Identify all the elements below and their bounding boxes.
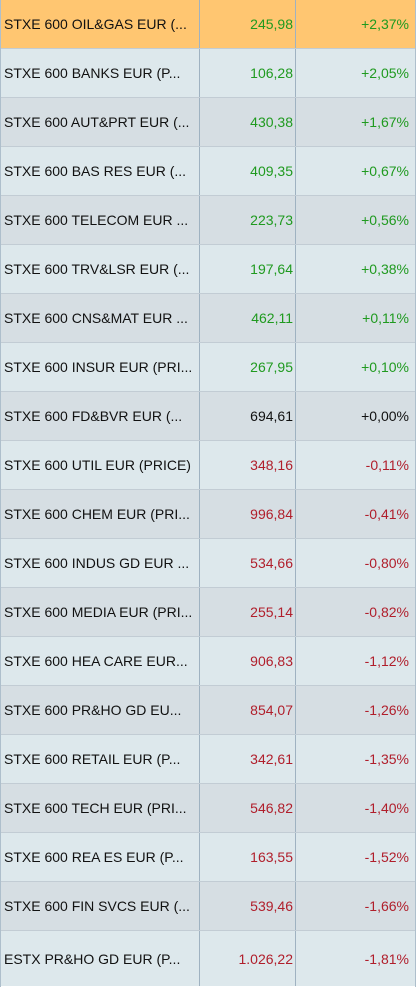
table-row[interactable]: STXE 600 CNS&MAT EUR ... 462,11 +0,11% xyxy=(1,294,415,343)
table-row[interactable]: STXE 600 AUT&PRT EUR (... 430,38 +1,67% xyxy=(1,98,415,147)
change-percent-cell: +0,10% xyxy=(361,359,409,375)
price-cell: 694,61 xyxy=(200,392,296,440)
index-name-cell: STXE 600 HEA CARE EUR... xyxy=(1,637,200,685)
table-row[interactable]: STXE 600 FIN SVCS EUR (... 539,46 -1,66% xyxy=(1,882,415,931)
price-cell: 348,16 xyxy=(200,441,296,489)
change-percent-cell: +2,05% xyxy=(361,65,409,81)
change-percent-cell: -1,66% xyxy=(364,898,409,914)
index-name-cell: STXE 600 BANKS EUR (P... xyxy=(1,49,200,97)
change-percent-cell: +0,11% xyxy=(362,310,409,326)
change-percent-cell: -1,40% xyxy=(364,800,409,816)
index-name-cell: STXE 600 RETAIL EUR (P... xyxy=(1,735,200,783)
price-cell: 534,66 xyxy=(200,539,296,587)
change-percent-cell: +2,37% xyxy=(361,16,409,32)
table-row[interactable]: STXE 600 TECH EUR (PRI... 546,82 -1,40% xyxy=(1,784,415,833)
change-percent-cell: +0,00% xyxy=(361,408,409,424)
index-name-cell: STXE 600 BAS RES EUR (... xyxy=(1,147,200,195)
index-name-cell: STXE 600 INDUS GD EUR ... xyxy=(1,539,200,587)
price-cell: 267,95 xyxy=(200,343,296,391)
change-percent-cell: -1,26% xyxy=(364,702,409,718)
index-name-cell: STXE 600 REA ES EUR (P... xyxy=(1,833,200,881)
change-percent-cell: -1,12% xyxy=(364,653,409,669)
table-row[interactable]: STXE 600 BAS RES EUR (... 409,35 +0,67% xyxy=(1,147,415,196)
change-percent-cell: -1,81% xyxy=(364,950,409,967)
price-cell: 255,14 xyxy=(200,588,296,636)
table-row[interactable]: STXE 600 TRV&LSR EUR (... 197,64 +0,38% xyxy=(1,245,415,294)
index-name-cell: STXE 600 CHEM EUR (PRI... xyxy=(1,490,200,538)
change-percent-cell: +1,67% xyxy=(361,114,409,130)
table-row[interactable]: STXE 600 INDUS GD EUR ... 534,66 -0,80% xyxy=(1,539,415,588)
price-cell: 546,82 xyxy=(200,784,296,832)
change-percent-cell: -0,11% xyxy=(365,457,409,473)
change-percent-cell: -0,80% xyxy=(364,555,409,571)
change-percent-cell: -0,82% xyxy=(364,604,409,620)
index-name-cell: ESTX PR&HO GD EUR (P... xyxy=(1,931,200,986)
price-cell: 163,55 xyxy=(200,833,296,881)
table-row[interactable]: STXE 600 INSUR EUR (PRI... 267,95 +0,10% xyxy=(1,343,415,392)
index-name-cell: STXE 600 MEDIA EUR (PRI... xyxy=(1,588,200,636)
price-cell: 409,35 xyxy=(200,147,296,195)
table-row[interactable]: STXE 600 HEA CARE EUR... 906,83 -1,12% xyxy=(1,637,415,686)
price-cell: 197,64 xyxy=(200,245,296,293)
table-row[interactable]: STXE 600 OIL&GAS EUR (... 245,98 +2,37% xyxy=(1,0,415,49)
table-row[interactable]: STXE 600 PR&HO GD EU... 854,07 -1,26% xyxy=(1,686,415,735)
change-percent-cell: -0,41% xyxy=(364,506,409,522)
price-cell: 245,98 xyxy=(200,0,296,48)
price-cell: 462,11 xyxy=(200,294,296,342)
price-cell: 430,38 xyxy=(200,98,296,146)
table-row[interactable]: STXE 600 BANKS EUR (P... 106,28 +2,05% xyxy=(1,49,415,98)
change-percent-cell: -1,35% xyxy=(364,751,409,767)
index-name-cell: STXE 600 AUT&PRT EUR (... xyxy=(1,98,200,146)
price-cell: 106,28 xyxy=(200,49,296,97)
price-cell: 1.026,22 xyxy=(200,931,296,986)
price-cell: 906,83 xyxy=(200,637,296,685)
table-row[interactable]: STXE 600 TELECOM EUR ... 223,73 +0,56% xyxy=(1,196,415,245)
price-cell: 539,46 xyxy=(200,882,296,930)
table-row[interactable]: STXE 600 MEDIA EUR (PRI... 255,14 -0,82% xyxy=(1,588,415,637)
change-percent-cell: +0,56% xyxy=(361,212,409,228)
index-name-cell: STXE 600 TRV&LSR EUR (... xyxy=(1,245,200,293)
price-cell: 854,07 xyxy=(200,686,296,734)
index-name-cell: STXE 600 FIN SVCS EUR (... xyxy=(1,882,200,930)
table-row[interactable]: STXE 600 FD&BVR EUR (... 694,61 +0,00% xyxy=(1,392,415,441)
index-name-cell: STXE 600 UTIL EUR (PRICE) xyxy=(1,441,200,489)
price-cell: 342,61 xyxy=(200,735,296,783)
index-name-cell: STXE 600 INSUR EUR (PRI... xyxy=(1,343,200,391)
price-cell: 223,73 xyxy=(200,196,296,244)
change-percent-cell: -1,52% xyxy=(364,849,409,865)
index-name-cell: STXE 600 PR&HO GD EU... xyxy=(1,686,200,734)
table-row[interactable]: STXE 600 CHEM EUR (PRI... 996,84 -0,41% xyxy=(1,490,415,539)
change-percent-cell: +0,38% xyxy=(361,261,409,277)
index-name-cell: STXE 600 OIL&GAS EUR (... xyxy=(1,0,200,48)
table-row[interactable]: STXE 600 REA ES EUR (P... 163,55 -1,52% xyxy=(1,833,415,882)
table-row[interactable]: STXE 600 RETAIL EUR (P... 342,61 -1,35% xyxy=(1,735,415,784)
index-name-cell: STXE 600 TELECOM EUR ... xyxy=(1,196,200,244)
index-name-cell: STXE 600 TECH EUR (PRI... xyxy=(1,784,200,832)
price-cell: 996,84 xyxy=(200,490,296,538)
table-row[interactable]: STXE 600 UTIL EUR (PRICE) 348,16 -0,11% xyxy=(1,441,415,490)
index-name-cell: STXE 600 CNS&MAT EUR ... xyxy=(1,294,200,342)
table-row[interactable]: ESTX PR&HO GD EUR (P... 1.026,22 -1,81% xyxy=(1,931,415,986)
change-percent-cell: +0,67% xyxy=(361,163,409,179)
index-name-cell: STXE 600 FD&BVR EUR (... xyxy=(1,392,200,440)
